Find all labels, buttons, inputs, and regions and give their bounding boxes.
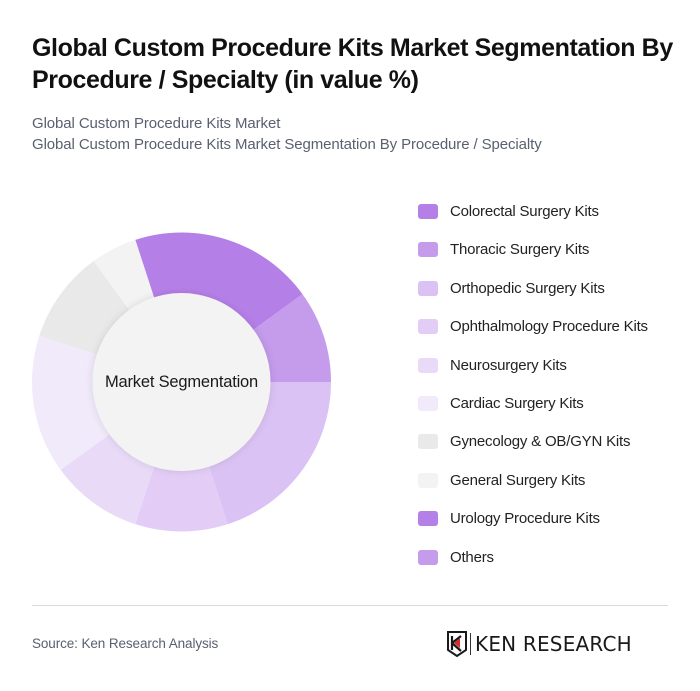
legend-label: Others [450,548,494,566]
legend-item-gynecology[interactable]: Gynecology & OB/GYN Kits [418,430,630,452]
legend-swatch [418,203,438,219]
donut-chart [31,232,331,532]
legend-swatch [418,433,438,449]
legend-swatch [418,318,438,334]
legend-label: Thoracic Surgery Kits [450,240,590,258]
legend-item-urology[interactable]: Urology Procedure Kits [418,507,600,529]
legend-item-neurosurgery[interactable]: Neurosurgery Kits [418,354,567,376]
chart-subtitle: Global Custom Procedure Kits Market Glob… [32,113,542,155]
legend-item-others[interactable]: Others [418,546,494,568]
donut-center-hole [92,293,271,471]
legend-item-ophthalmology[interactable]: Ophthalmology Procedure Kits [418,315,648,337]
legend-swatch [418,510,438,526]
legend-swatch [418,395,438,411]
legend-item-thoracic[interactable]: Thoracic Surgery Kits [418,238,589,260]
legend-item-orthopedic[interactable]: Orthopedic Surgery Kits [418,277,605,299]
legend-label: Ophthalmology Procedure Kits [450,317,648,335]
legend-item-cardiac[interactable]: Cardiac Surgery Kits [418,392,584,414]
legend-label: General Surgery Kits [450,471,586,489]
legend-swatch [418,280,438,296]
ken-research-shield-icon [447,631,467,657]
legend-swatch [418,357,438,373]
legend-label: Colorectal Surgery Kits [450,202,599,220]
legend-label: Neurosurgery Kits [450,356,567,374]
ken-research-logo: KEN RESEARCH [447,630,632,658]
legend-item-general-surgery[interactable]: General Surgery Kits [418,469,585,491]
legend-label: Orthopedic Surgery Kits [450,279,605,297]
donut-chart-area: Market Segmentation [0,0,380,600]
legend-label: Urology Procedure Kits [450,509,600,527]
legend-label: Gynecology & OB/GYN Kits [450,432,631,450]
center-label: Market Segmentation [104,372,259,391]
logo-separator [470,633,471,655]
logo-text: KEN RESEARCH [475,632,632,656]
legend-swatch [418,241,438,257]
legend-item-colorectal[interactable]: Colorectal Surgery Kits [418,200,599,222]
chart-title: Global Custom Procedure Kits Market Segm… [32,34,673,94]
footer-divider [32,605,668,606]
source-note: Source: Ken Research Analysis [32,636,219,651]
legend-swatch [418,472,438,488]
subtitle-market: Global Custom Procedure Kits Market [32,115,281,132]
legend-swatch [418,549,438,565]
subtitle-segmentation: Global Custom Procedure Kits Market Segm… [32,136,542,153]
legend-label: Cardiac Surgery Kits [450,394,584,412]
